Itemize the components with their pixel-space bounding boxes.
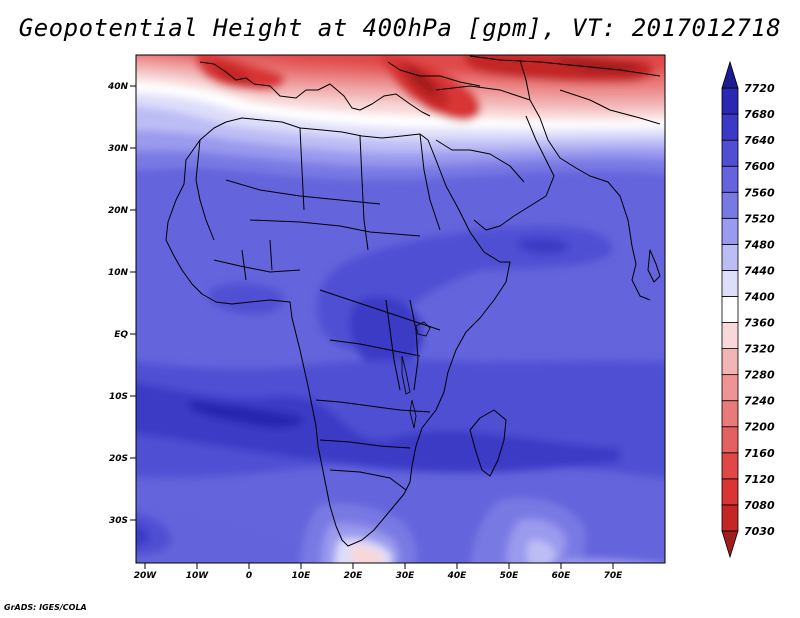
colorbar-level-label: 7200 xyxy=(744,421,775,434)
colorbar-cell xyxy=(721,270,739,297)
x-axis: 20W 10W 0 10E 20E 30E 40E 50E 60E 70E xyxy=(134,563,623,581)
colorbar-cell xyxy=(721,374,739,402)
colorbar-level-label: 7160 xyxy=(744,447,775,460)
colorbar-cell xyxy=(721,296,739,323)
colorbar-cell xyxy=(721,191,739,219)
x-tick-label: 20W xyxy=(134,571,158,581)
grads-credit: GrADS: IGES/COLA xyxy=(4,603,87,612)
plot-frame xyxy=(135,54,666,564)
colorbar-cell xyxy=(721,348,739,376)
colorbar-level-label: 7440 xyxy=(744,264,775,277)
lakes xyxy=(401,321,431,429)
colorbar-level-label: 7560 xyxy=(744,186,775,199)
colorbar-cell xyxy=(721,400,739,428)
x-tick-label: 60E xyxy=(552,571,572,581)
colorbar-level-label: 7400 xyxy=(744,290,775,303)
colorbar-cell xyxy=(721,504,739,532)
y-tick-label: 30S xyxy=(109,516,128,526)
x-tick-label: 20E xyxy=(344,571,364,581)
colorbar-cell xyxy=(721,322,739,349)
y-tick-label: 30N xyxy=(108,144,129,154)
colorbar-cell xyxy=(721,87,739,115)
colorbar-cell xyxy=(721,165,739,193)
chart-title: Geopotential Height at 400hPa [gpm], VT:… xyxy=(18,14,782,42)
y-tick-label: 20S xyxy=(109,454,128,464)
colorbar-level-label: 7640 xyxy=(744,134,775,147)
colorbar-level-label: 7720 xyxy=(744,82,775,95)
colorbar-cell xyxy=(721,217,739,245)
colorbar-level-label: 7360 xyxy=(744,317,775,330)
x-tick-label: 70E xyxy=(604,571,624,581)
colorbar-level-label: 7520 xyxy=(744,212,775,225)
colorbar-level-label: 7080 xyxy=(744,499,775,512)
y-tick-label: EQ xyxy=(114,330,128,340)
colorbar-level-label: 7680 xyxy=(744,108,775,121)
colorbar-level-label: 7030 xyxy=(744,525,775,538)
y-axis: 40N 30N 20N 10N EQ 10S 20S 30S xyxy=(107,82,136,526)
y-tick-label: 40N xyxy=(107,82,129,92)
colorbar-cell xyxy=(721,243,739,271)
colorbar-level-label: 7480 xyxy=(744,238,775,251)
x-tick-label: 50E xyxy=(500,571,520,581)
colorbar-level-label: 7280 xyxy=(744,369,775,382)
x-tick-label: 40E xyxy=(447,571,468,581)
colorbar-level-label: 7320 xyxy=(744,343,775,356)
height-field xyxy=(136,55,665,563)
colorbar-cell xyxy=(721,426,739,454)
colorbar-cell xyxy=(721,478,739,506)
colorbar-level-label: 7600 xyxy=(744,160,775,173)
colorbar-extend-min xyxy=(721,530,739,559)
colorbar-level-label: 7240 xyxy=(744,395,775,408)
x-tick-label: 10E xyxy=(292,571,312,581)
colorbar-extend-max xyxy=(721,60,739,89)
colorbar-cell xyxy=(721,139,739,167)
y-tick-label: 10S xyxy=(109,392,128,402)
y-tick-label: 20N xyxy=(108,206,129,216)
x-tick-label: 0 xyxy=(246,571,252,581)
y-tick-label: 10N xyxy=(108,268,129,278)
x-tick-label: 30E xyxy=(396,571,416,581)
colorbar-cell xyxy=(721,113,739,141)
colorbar-cell xyxy=(721,452,739,480)
coastlines xyxy=(165,55,661,547)
colorbar-level-label: 7120 xyxy=(744,473,775,486)
x-tick-label: 10W xyxy=(186,571,210,581)
